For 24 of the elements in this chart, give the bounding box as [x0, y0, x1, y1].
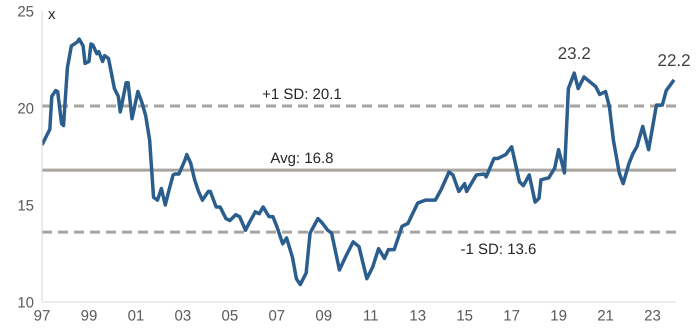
ref-line-label: +1 SD: 20.1 — [262, 86, 342, 104]
x-tick-label: 97 — [34, 308, 50, 325]
x-tick-label: 15 — [456, 308, 474, 325]
x-tick-label: 11 — [362, 308, 379, 325]
x-tick-label: 13 — [409, 308, 426, 325]
ref-line-label: Avg: 16.8 — [270, 150, 334, 168]
x-tick-label: 05 — [222, 308, 238, 325]
x-tick-label: 19 — [550, 308, 567, 325]
y-tick-label: 15 — [17, 197, 34, 214]
y-tick-label: 10 — [17, 294, 34, 312]
y-axis-title: x — [48, 6, 56, 23]
x-tick-label: 01 — [128, 308, 144, 325]
y-tick-label: 25 — [17, 3, 34, 20]
y-tick-label: 20 — [17, 100, 34, 118]
x-tick-label: 09 — [315, 308, 332, 325]
x-tick-label: 23 — [644, 308, 661, 325]
x-tick-label: 03 — [174, 308, 192, 325]
x-tick-label: 99 — [80, 308, 98, 325]
x-tick-label: 17 — [503, 308, 520, 325]
annotation: 23.2 — [558, 44, 591, 64]
x-tick-label: 07 — [268, 308, 286, 325]
x-tick-label: 21 — [597, 308, 614, 325]
ref-line-label: -1 SD: 13.6 — [460, 241, 536, 258]
annotation: 22.2 — [657, 50, 691, 70]
